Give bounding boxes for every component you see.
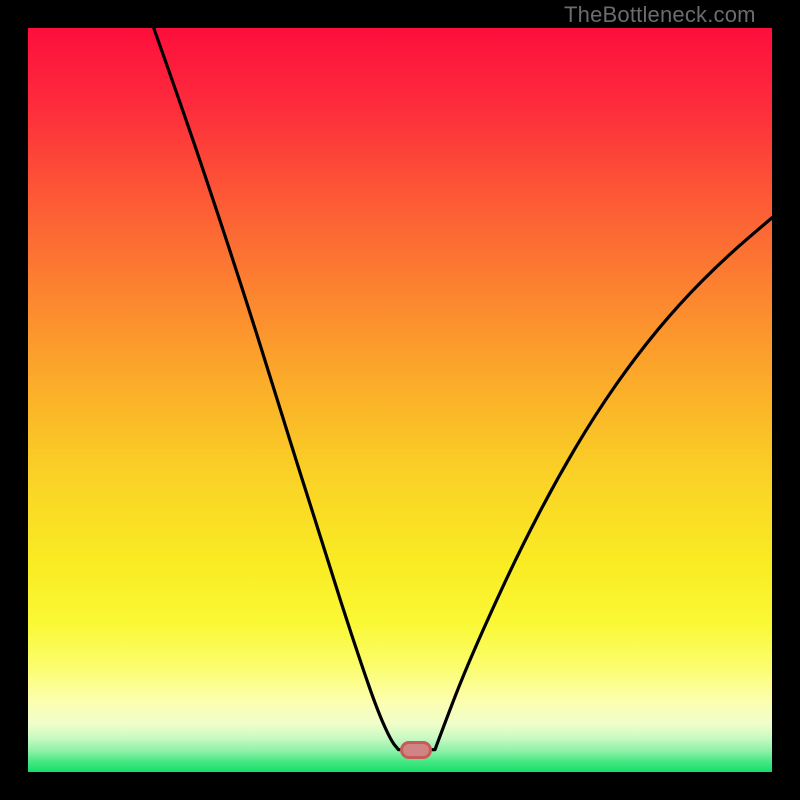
- bottleneck-curve: [28, 28, 772, 772]
- bottleneck-chart: [28, 28, 772, 772]
- optimum-marker-shape: [400, 741, 432, 759]
- optimum-marker: [400, 741, 432, 759]
- curve-path: [154, 28, 772, 750]
- watermark-text: TheBottleneck.com: [564, 2, 756, 28]
